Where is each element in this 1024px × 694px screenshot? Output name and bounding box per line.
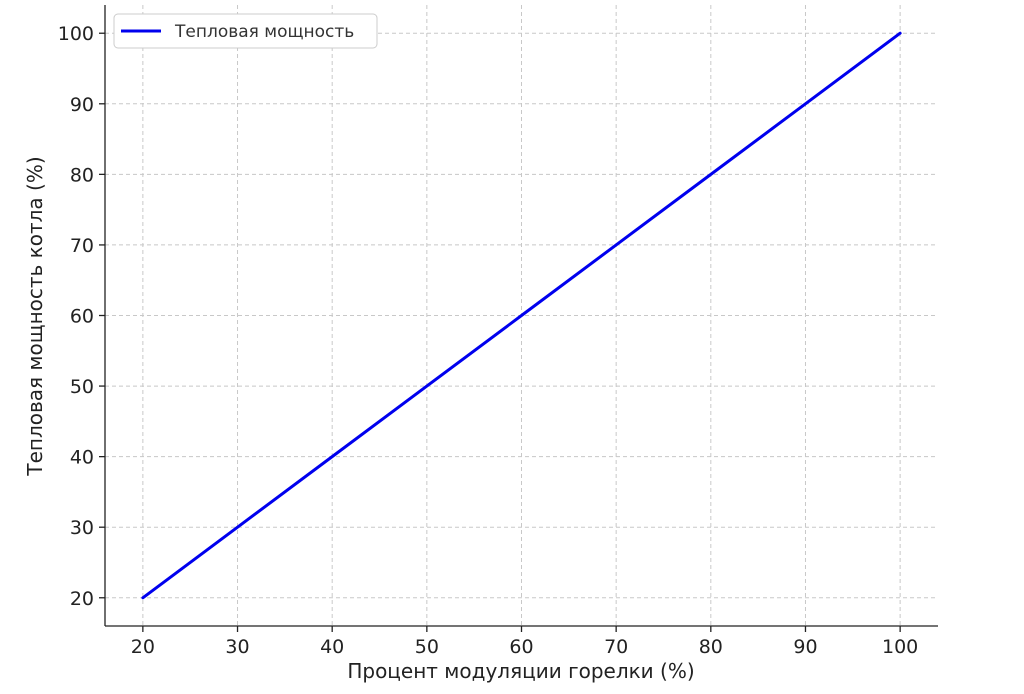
y-ticks: 20 30 40 50 60 70 80 90 100 [58,23,105,610]
x-tick-label-70: 70 [604,636,628,658]
y-axis-label: Тепловая мощность котла (%) [23,156,47,476]
y-tick-label-30: 30 [70,517,94,539]
series-layer [141,31,902,600]
y-tick-label-20: 20 [70,588,94,610]
x-axis-label: Процент модуляции горелки (%) [347,659,694,683]
legend-label: Тепловая мощность [174,22,354,42]
y-tick-label-50: 50 [70,376,94,398]
x-tick-label-100: 100 [882,636,918,658]
legend-box [113,13,378,49]
y-tick-label-80: 80 [70,164,94,186]
x-ticks: 20 30 40 50 60 70 80 90 100 [131,626,918,658]
x-tick-label-50: 50 [415,636,439,658]
x-tick-label-20: 20 [131,636,155,658]
y-tick-label-70: 70 [70,235,94,257]
x-tick-label-90: 90 [793,636,817,658]
y-tick-label-100: 100 [58,23,94,45]
x-tick-label-30: 30 [225,636,249,658]
legend: Тепловая мощность [113,13,378,49]
x-tick-label-60: 60 [509,636,533,658]
series-line-0 [141,31,902,600]
grid [105,5,938,626]
x-tick-label-40: 40 [320,636,344,658]
y-tick-label-60: 60 [70,306,94,328]
y-tick-label-40: 40 [70,447,94,469]
x-tick-label-80: 80 [699,636,723,658]
y-tick-label-90: 90 [70,94,94,116]
